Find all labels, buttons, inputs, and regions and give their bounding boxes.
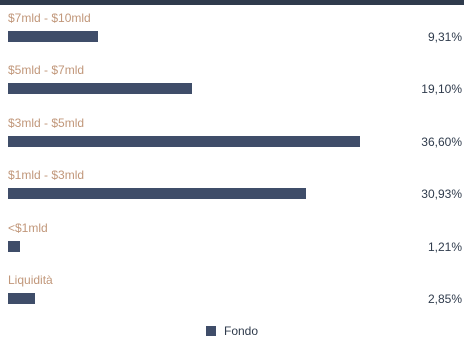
top-strip bbox=[0, 0, 464, 5]
bar bbox=[8, 293, 36, 304]
value-label: 9,31% bbox=[427, 30, 462, 44]
value-label: 2,85% bbox=[427, 292, 462, 306]
value-label: 36,60% bbox=[421, 134, 462, 149]
value-label: 19,10% bbox=[421, 82, 462, 97]
legend-label: Fondo bbox=[223, 324, 259, 338]
category-label: $1mld - $3mld bbox=[8, 168, 85, 183]
category-label: $5mld - $7mld bbox=[8, 63, 85, 78]
category-label: $7mld - $10mld bbox=[8, 11, 91, 25]
category-label: Liquidità bbox=[8, 273, 53, 287]
bar bbox=[8, 31, 98, 42]
category-label: $3mld - $5mld bbox=[8, 115, 85, 130]
bar bbox=[8, 240, 20, 252]
value-label: 30,93% bbox=[421, 187, 462, 202]
category-label: <$1mld bbox=[8, 220, 48, 235]
bar bbox=[8, 188, 306, 200]
bar bbox=[8, 135, 361, 147]
value-label: 1,21% bbox=[427, 239, 462, 254]
chart-legend: Fondo bbox=[0, 324, 464, 338]
bar bbox=[8, 83, 192, 95]
legend-swatch-square-icon bbox=[205, 326, 216, 336]
